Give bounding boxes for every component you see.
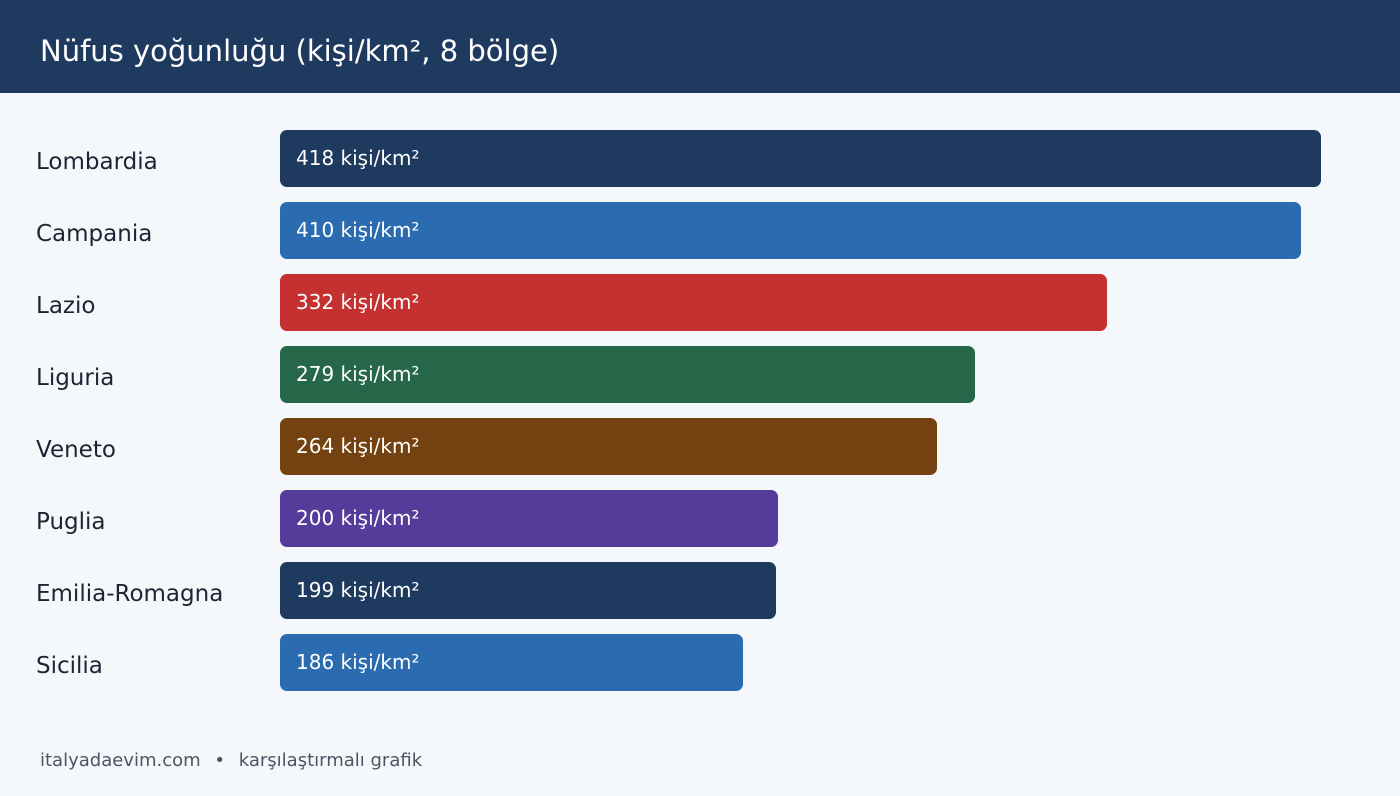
bar: 200 kişi/km² — [280, 490, 778, 547]
bar: 186 kişi/km² — [280, 634, 743, 691]
chart-header: Nüfus yoğunluğu (kişi/km², 8 bölge) — [0, 0, 1400, 93]
footer-site[interactable]: italyadaevim.com — [40, 750, 201, 771]
category-label: Liguria — [36, 364, 115, 391]
bar-value-label: 332 kişi/km² — [296, 290, 420, 314]
category-label: Lazio — [36, 292, 96, 319]
bar: 199 kişi/km² — [280, 562, 776, 619]
bar-value-label: 418 kişi/km² — [296, 146, 420, 170]
chart-footer: italyadaevim.com • karşılaştırmalı grafi… — [40, 750, 422, 771]
category-label: Veneto — [36, 436, 116, 463]
bar-value-label: 200 kişi/km² — [296, 506, 420, 530]
footer-caption: karşılaştırmalı grafik — [238, 750, 423, 771]
category-label: Puglia — [36, 508, 106, 535]
bar: 410 kişi/km² — [280, 202, 1301, 259]
bar-value-label: 186 kişi/km² — [296, 650, 420, 674]
category-label: Sicilia — [36, 652, 103, 679]
bar: 332 kişi/km² — [280, 274, 1107, 331]
footer-separator: • — [214, 750, 226, 771]
bar: 418 kişi/km² — [280, 130, 1321, 187]
bar: 279 kişi/km² — [280, 346, 975, 403]
bar-value-label: 264 kişi/km² — [296, 434, 420, 458]
bar-value-label: 279 kişi/km² — [296, 362, 420, 386]
bar-value-label: 410 kişi/km² — [296, 218, 420, 242]
category-label: Emilia-Romagna — [36, 580, 224, 607]
category-label: Lombardia — [36, 148, 158, 175]
category-label: Campania — [36, 220, 153, 247]
bar: 264 kişi/km² — [280, 418, 937, 475]
chart-title: Nüfus yoğunluğu (kişi/km², 8 bölge) — [40, 34, 560, 68]
bar-value-label: 199 kişi/km² — [296, 578, 420, 602]
